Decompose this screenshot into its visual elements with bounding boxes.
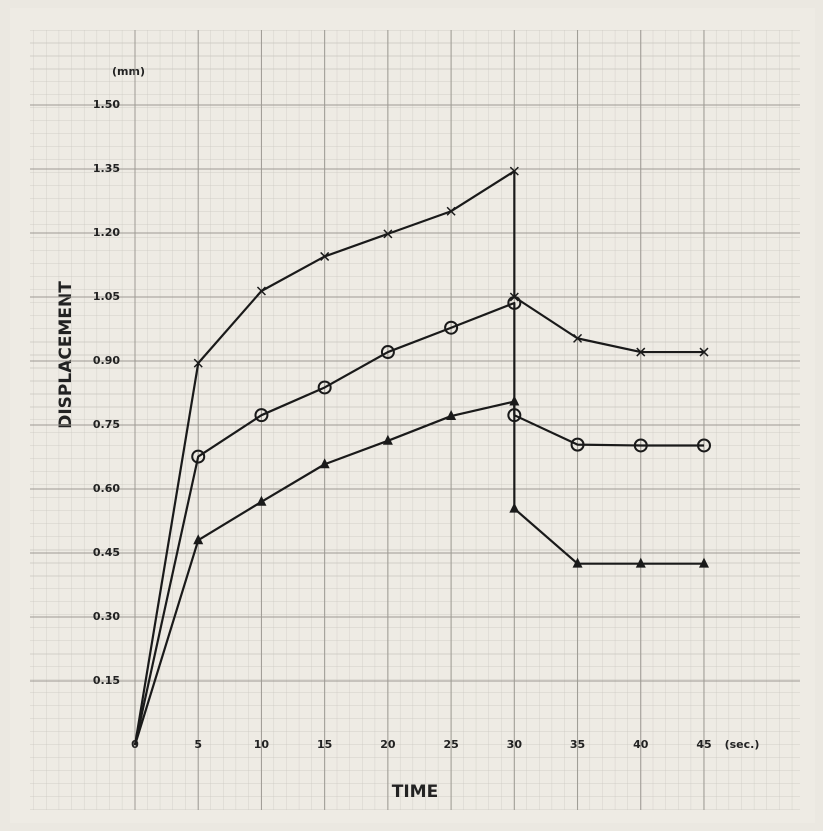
x-tick-label: 10: [254, 738, 270, 751]
marker: [635, 557, 646, 568]
marker: [633, 438, 648, 453]
y-tick-label: 0.75: [93, 418, 120, 431]
x-tick-label: 35: [570, 738, 585, 751]
marker: [699, 347, 709, 357]
marker: [509, 166, 519, 176]
x-unit: (sec.): [725, 738, 760, 751]
marker: [573, 333, 583, 343]
marker: [572, 557, 583, 568]
marker: [320, 251, 330, 261]
y-tick-label: 1.05: [93, 290, 120, 303]
y-tick-label: 0.30: [93, 610, 120, 623]
marker: [254, 408, 269, 423]
x-tick-label: 20: [380, 738, 396, 751]
marker: [509, 395, 520, 406]
marker: [382, 434, 393, 445]
marker: [380, 345, 395, 360]
y-tick-label: 0.45: [93, 546, 120, 559]
x-tick-label: 40: [633, 738, 649, 751]
marker: [319, 458, 330, 469]
marker: [509, 502, 520, 513]
marker: [191, 449, 206, 464]
y-label: DISPLACEMENT: [56, 281, 76, 429]
marker: [446, 206, 456, 216]
marker: [193, 534, 204, 545]
marker: [570, 437, 585, 452]
marker: [193, 358, 203, 368]
y-tick-label: 0.15: [93, 674, 120, 687]
marker: [699, 557, 709, 568]
x-label: TIME: [392, 782, 438, 802]
x-tick-label: 30: [507, 738, 523, 751]
series-line: [133, 301, 704, 746]
marker: [446, 410, 457, 421]
x-tick-label: 45: [696, 738, 711, 751]
marker: [383, 229, 393, 239]
marker: [256, 495, 267, 506]
y-tick-label: 1.50: [93, 98, 120, 111]
marker: [317, 380, 332, 395]
y-tick-label: 0.90: [93, 354, 120, 367]
x-tick-label: 5: [194, 738, 202, 751]
x-tick-label: 15: [317, 738, 332, 751]
y-tick-label: 1.20: [93, 226, 120, 239]
y-unit: (mm): [112, 65, 145, 78]
y-tick-label: 0.60: [93, 482, 120, 495]
marker: [507, 295, 522, 310]
marker: [697, 438, 711, 453]
y-tick-label: 1.35: [93, 162, 120, 175]
marker: [636, 347, 646, 357]
marker: [444, 320, 459, 335]
graph-paper: [30, 30, 800, 810]
x-tick-label: 25: [443, 738, 458, 751]
marker: [256, 286, 266, 296]
